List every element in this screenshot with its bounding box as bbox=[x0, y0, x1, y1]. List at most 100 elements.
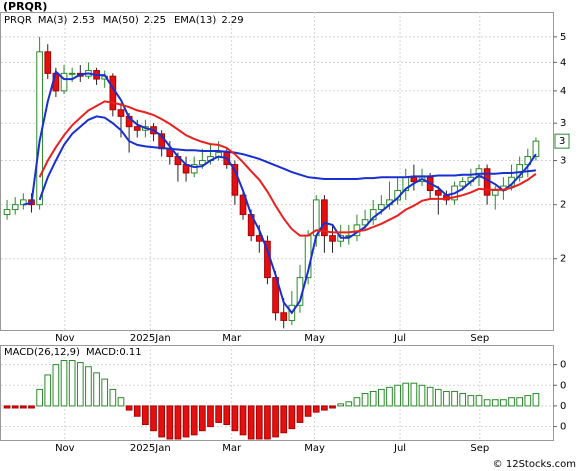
macd-bar bbox=[491, 399, 499, 407]
x-tick-label: Nov bbox=[55, 443, 75, 454]
macd-bar bbox=[434, 388, 442, 407]
macd-bar bbox=[280, 405, 288, 434]
macd-bar bbox=[158, 405, 166, 438]
macd-name: MACD: bbox=[86, 347, 119, 358]
legend-value: 2.25 bbox=[144, 15, 166, 26]
macd-bar bbox=[182, 405, 190, 438]
candle-body bbox=[133, 126, 141, 131]
macd-bar bbox=[215, 405, 222, 423]
macd-bar bbox=[321, 405, 328, 411]
macd-bar bbox=[52, 364, 60, 407]
macd-bar bbox=[93, 372, 100, 407]
macd-bar bbox=[231, 405, 239, 432]
macd-bar bbox=[264, 405, 271, 440]
x-tick-label: Jul bbox=[393, 443, 406, 454]
candle-body bbox=[377, 204, 385, 211]
macd-value: 0.11 bbox=[119, 347, 141, 358]
macd-bar bbox=[60, 359, 68, 407]
last-price-label: 3 bbox=[559, 136, 565, 147]
macd-bar bbox=[426, 386, 434, 407]
x-tick-label: Sep bbox=[470, 443, 489, 454]
macd-bar bbox=[133, 405, 141, 417]
macd-bar bbox=[190, 405, 198, 436]
macd-bar bbox=[76, 362, 84, 407]
macd-bar bbox=[255, 405, 263, 440]
candle-body bbox=[44, 51, 52, 74]
ma-line bbox=[23, 69, 537, 315]
y-tick-label: 0 bbox=[560, 422, 566, 433]
x-tick-label: Mar bbox=[222, 443, 242, 454]
legend-name: EMA(13) bbox=[174, 15, 216, 26]
macd-bar bbox=[353, 397, 361, 407]
macd-bar bbox=[288, 405, 296, 430]
macd-bar bbox=[483, 399, 491, 407]
candle-body bbox=[109, 75, 117, 111]
macd-bar bbox=[451, 390, 458, 407]
macd-bar bbox=[142, 405, 149, 426]
macd-bar bbox=[312, 405, 320, 413]
macd-bar bbox=[19, 405, 27, 409]
macd-bar bbox=[386, 386, 393, 407]
macd-bar bbox=[296, 405, 304, 423]
candle-body bbox=[60, 72, 68, 92]
macd-bar bbox=[36, 388, 43, 407]
macd-bar bbox=[198, 405, 206, 432]
ma-line bbox=[38, 115, 537, 201]
y-tick-label: 4 bbox=[560, 86, 566, 97]
macd-bar bbox=[272, 405, 279, 438]
macd-bar bbox=[418, 384, 426, 407]
macd-bar bbox=[329, 405, 336, 409]
macd-bar bbox=[516, 397, 524, 407]
macd-bar bbox=[207, 405, 214, 428]
candle-body bbox=[190, 164, 198, 174]
legend-value: 2.29 bbox=[221, 15, 243, 26]
macd-bar bbox=[247, 405, 255, 440]
footer: © 12Stocks.com bbox=[493, 459, 576, 470]
candle-body bbox=[198, 160, 206, 166]
candle-body bbox=[434, 190, 442, 196]
macd-bar bbox=[345, 401, 353, 407]
macd-bar bbox=[109, 388, 117, 407]
macd-bar bbox=[377, 388, 385, 407]
macd-title: MACD(26,12,9) bbox=[4, 347, 80, 358]
macd-bar bbox=[125, 405, 133, 411]
macd-bar bbox=[101, 378, 109, 407]
macd-bar bbox=[508, 397, 515, 407]
macd-bar bbox=[500, 399, 507, 407]
candle-body bbox=[280, 312, 288, 321]
macd-bar bbox=[223, 405, 231, 426]
y-tick-label: 0 bbox=[560, 401, 566, 412]
x-tick-label: Jul bbox=[393, 333, 406, 344]
candle-body bbox=[410, 176, 418, 183]
macd-bar bbox=[166, 405, 174, 440]
macd-bar bbox=[410, 382, 418, 407]
last-price-box bbox=[554, 133, 570, 149]
y-tick-label: 5 bbox=[560, 32, 566, 43]
macd-bar bbox=[369, 390, 377, 407]
candle-body bbox=[532, 140, 540, 158]
candle-body bbox=[117, 109, 125, 117]
macd-bar bbox=[44, 374, 52, 407]
macd-bar bbox=[361, 393, 369, 407]
macd-bar bbox=[443, 390, 450, 407]
macd-bar bbox=[150, 405, 157, 432]
macd-bar bbox=[117, 397, 125, 407]
macd-bar bbox=[85, 366, 92, 407]
candle-body bbox=[239, 194, 247, 216]
y-tick-label: 2 bbox=[560, 200, 566, 211]
x-tick-label: Sep bbox=[470, 333, 489, 344]
y-tick-label: 0 bbox=[560, 360, 566, 371]
x-tick-label: May bbox=[304, 333, 325, 344]
candle-body bbox=[3, 209, 11, 216]
legend-symbol: PRQR bbox=[4, 15, 32, 26]
price-frame bbox=[0, 12, 554, 331]
macd-bar bbox=[3, 405, 11, 409]
macd-bar bbox=[337, 403, 345, 407]
macd-bar bbox=[467, 395, 475, 407]
macd-bar bbox=[532, 393, 540, 407]
y-tick-label: 0 bbox=[560, 380, 566, 391]
x-tick-label: May bbox=[304, 443, 325, 454]
x-tick-label: 2025Jan bbox=[130, 443, 171, 454]
